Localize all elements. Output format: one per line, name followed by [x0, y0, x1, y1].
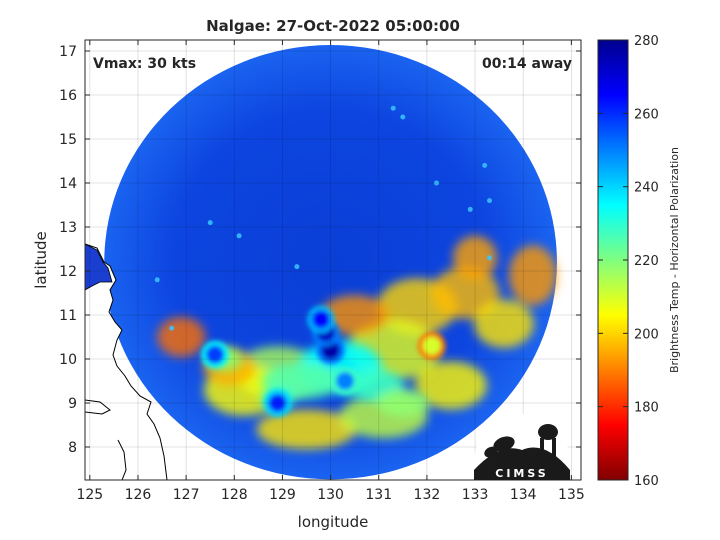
axes-frame: [84, 39, 582, 481]
landmass-samar: [85, 243, 113, 291]
x-axis-label: longitude: [298, 513, 369, 531]
scattered-cell: [467, 206, 473, 212]
convective-core: [311, 310, 330, 329]
halo-patch: [376, 389, 429, 417]
landmass-mindanao: [85, 243, 168, 480]
coast-segment: [117, 439, 127, 480]
colorbar-tick-label: 220: [634, 254, 659, 269]
y-tick-label: 12: [59, 264, 77, 280]
scattered-cell: [434, 180, 440, 186]
colorbar-tick-label: 200: [634, 327, 659, 342]
convective-core: [336, 372, 355, 390]
texture-patch: [431, 267, 500, 319]
scattered-cell: [390, 105, 396, 111]
coastline: [85, 243, 168, 480]
gridlines: [85, 40, 581, 480]
chart-title: Nalgae: 27-Oct-2022 05:00:00: [206, 17, 460, 35]
vmax-annotation: Vmax: 30 kts: [93, 56, 196, 72]
cimss-logo: CIMSS: [474, 414, 570, 480]
texture-patch: [414, 361, 487, 410]
y-tick-label: 14: [59, 176, 77, 192]
convective-cores: [201, 305, 446, 417]
plot-content: [85, 45, 557, 480]
x-tick-label: 127: [173, 487, 200, 503]
x-tick-label: 130: [317, 487, 344, 503]
x-tick-label: 131: [365, 487, 392, 503]
texture-patch: [453, 235, 498, 280]
convective-core: [422, 336, 441, 355]
texture-patch: [256, 409, 357, 450]
x-tick-label: 129: [269, 487, 296, 503]
y-tick-label: 11: [59, 308, 77, 324]
convective-core: [206, 345, 225, 364]
x-tick-label: 126: [125, 487, 152, 503]
texture-patch: [508, 245, 557, 306]
scattered-cell: [400, 114, 406, 120]
x-tick-label: 128: [221, 487, 248, 503]
y-tick-label: 16: [59, 88, 77, 104]
y-tick-label: 15: [59, 132, 77, 148]
y-tick-label: 8: [68, 440, 77, 456]
x-tick-label: 125: [76, 487, 103, 503]
x-tick-label: 132: [414, 487, 441, 503]
texture-patch: [157, 317, 206, 357]
colorbar: 160 180 200 220 240 260 280 Brightness Temp - …: [597, 34, 681, 489]
scattered-cell: [169, 325, 175, 331]
colorbar-tick-label: 180: [634, 401, 659, 416]
scattered-cell: [487, 255, 493, 261]
y-tick-label: 9: [68, 396, 77, 412]
scattered-cell: [236, 233, 242, 239]
colorbar-tick-label: 260: [634, 107, 659, 122]
time-away-annotation: 00:14 away: [482, 56, 572, 72]
x-tick-label: 133: [462, 487, 489, 503]
logo-text: CIMSS: [495, 467, 548, 480]
colorbar-label: Brightness Temp - Horizontal Polarizatio…: [668, 147, 681, 373]
scattered-cells: [154, 105, 493, 331]
colorbar-tick-label: 240: [634, 181, 659, 196]
scattered-cell: [294, 264, 300, 270]
y-axis-label: latitude: [32, 231, 50, 289]
convective-core: [268, 394, 287, 412]
y-tick-label: 17: [59, 44, 77, 60]
y-tick-label: 13: [59, 220, 77, 236]
scattered-cell: [482, 162, 488, 168]
x-tick-label: 134: [510, 487, 537, 503]
colorbar-tick-label: 160: [634, 474, 659, 489]
y-tick-label: 10: [59, 352, 77, 368]
colorbar-tick-label: 280: [634, 34, 659, 49]
scattered-cell: [154, 277, 160, 283]
scattered-cell: [487, 198, 493, 204]
colorbar-ticks: 160 180 200 220 240 260 280: [598, 34, 659, 489]
texture-patch: [473, 299, 534, 348]
coast-segment: [85, 399, 111, 415]
texture-patch: [320, 295, 389, 335]
axis-ticks: 125 126 127 128 129 130 131 132 133 134 135 8 9 10 11 1…: [59, 40, 585, 503]
x-tick-label: 135: [558, 487, 585, 503]
scattered-cell: [207, 220, 213, 226]
